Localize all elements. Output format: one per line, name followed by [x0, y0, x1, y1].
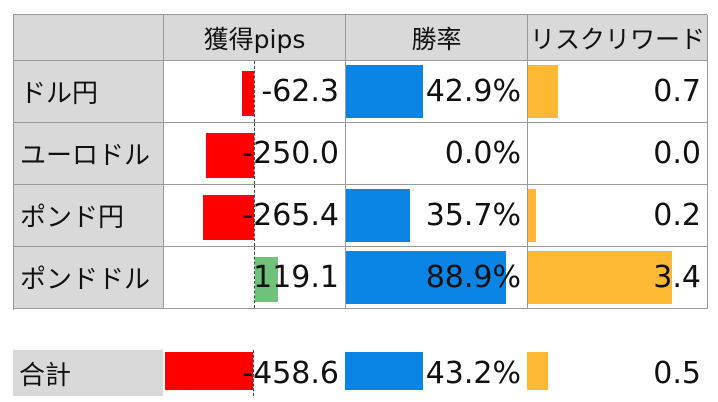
rr-value: 0.2 — [653, 198, 701, 233]
pips-bar — [255, 257, 278, 302]
rr-cell: 0.2 — [528, 185, 708, 247]
rr-cell: 3.4 — [528, 247, 708, 309]
total-rr-bar — [527, 352, 549, 390]
rr-cell: 0.7 — [528, 61, 708, 123]
pips-cell: 119.1 — [164, 247, 346, 309]
pips-zero-axis — [253, 350, 254, 396]
pips-cell: -250.0 — [164, 123, 346, 185]
total-row: 合計 -458.6 43.2% 0.5 — [13, 350, 707, 396]
winrate-cell: 88.9% — [346, 247, 528, 309]
winrate-value: 0.0% — [444, 136, 521, 171]
winrate-value: 88.9% — [425, 260, 521, 295]
total-winrate-cell: 43.2% — [345, 350, 527, 396]
total-winrate-value: 43.2% — [425, 355, 521, 391]
winrate-bar — [346, 251, 507, 304]
row-label: ポンド円 — [14, 185, 164, 247]
pips-cell: -62.3 — [164, 61, 346, 123]
results-table: 獲得pips 勝率 リスクリワード ドル円 -62.3 42.9% 0.7 ユー… — [13, 14, 708, 310]
pips-value: 119.1 — [253, 260, 339, 295]
pips-zero-axis — [254, 247, 255, 308]
rr-bar — [528, 251, 672, 304]
row-label: ポンドドル — [14, 247, 164, 309]
pips-zero-axis — [254, 185, 255, 246]
header-winrate: 勝率 — [346, 15, 528, 61]
pips-bar — [202, 195, 254, 240]
pips-value: -250.0 — [242, 136, 339, 171]
pips-zero-axis — [254, 61, 255, 122]
total-pips-cell: -458.6 — [163, 350, 345, 396]
winrate-cell: 35.7% — [346, 185, 528, 247]
header-pips: 獲得pips — [164, 15, 346, 61]
total-rr-value: 0.5 — [653, 355, 701, 391]
total-winrate-bar — [345, 352, 423, 390]
pips-zero-axis — [254, 123, 255, 184]
row-label: ユーロドル — [14, 123, 164, 185]
total-label: 合計 — [13, 350, 163, 396]
total-rr-cell: 0.5 — [527, 350, 707, 396]
total-pips-bar — [165, 352, 253, 390]
winrate-bar — [346, 189, 411, 242]
winrate-value: 42.9% — [425, 74, 521, 109]
rr-value: 0.7 — [653, 74, 701, 109]
rr-value: 3.4 — [653, 260, 701, 295]
rr-cell: 0.0 — [528, 123, 708, 185]
winrate-value: 35.7% — [425, 198, 521, 233]
winrate-cell: 0.0% — [346, 123, 528, 185]
rr-bar — [528, 65, 558, 118]
pips-bar — [242, 71, 254, 116]
total-pips-value: -458.6 — [242, 355, 339, 391]
winrate-cell: 42.9% — [346, 61, 528, 123]
pips-cell: -265.4 — [164, 185, 346, 247]
row-label: ドル円 — [14, 61, 164, 123]
header-risk-reward: リスクリワード — [528, 15, 708, 61]
pips-bar — [205, 133, 254, 178]
header-corner — [14, 15, 164, 61]
rr-bar — [528, 189, 537, 242]
winrate-bar — [346, 65, 424, 118]
rr-value: 0.0 — [653, 136, 701, 171]
pips-value: -62.3 — [261, 74, 339, 109]
pips-value: -265.4 — [242, 198, 339, 233]
